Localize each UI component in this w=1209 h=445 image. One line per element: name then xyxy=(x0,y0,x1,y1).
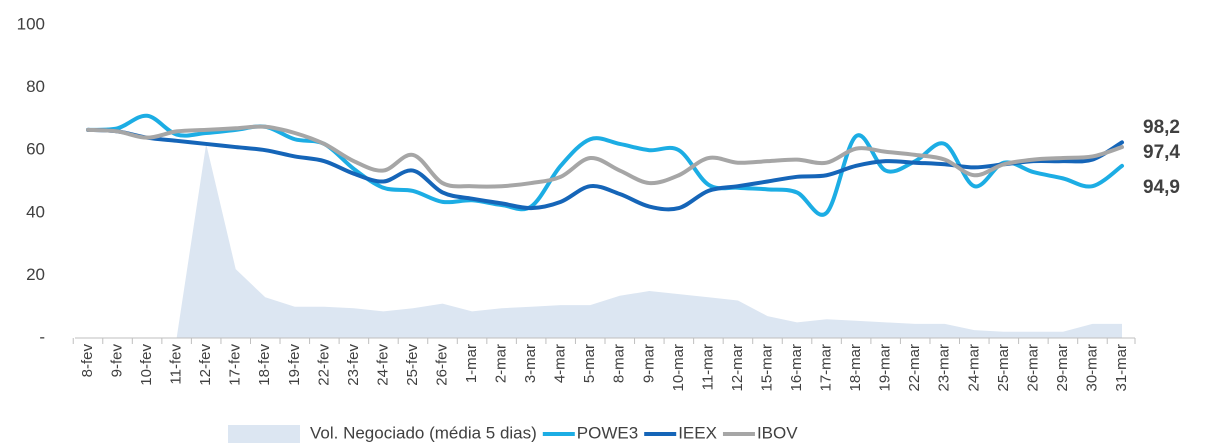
x-tick-label: 17-mar xyxy=(818,344,835,392)
legend-label: Vol. Negociado (média 5 dias) xyxy=(310,423,537,442)
x-tick-label: 26-mar xyxy=(1024,344,1041,392)
x-tick-label: 8-mar xyxy=(611,344,628,383)
x-tick-label: 11-mar xyxy=(699,344,716,390)
x-tick-label: 5-mar xyxy=(581,344,598,383)
y-tick-label: 60 xyxy=(26,140,45,159)
x-tick-label: 4-mar xyxy=(552,344,569,383)
y-tick-label: 20 xyxy=(26,265,45,284)
x-tick-label: 8-fev xyxy=(79,344,96,378)
end-label: 94,9 xyxy=(1143,177,1180,198)
x-tick-label: 18-mar xyxy=(847,344,864,392)
area xyxy=(88,143,1122,338)
line xyxy=(86,127,1124,212)
x-tick-label: 16-mar xyxy=(788,344,805,392)
x-tick-label: 9-mar xyxy=(640,344,657,383)
legend-swatch xyxy=(228,425,300,443)
x-tick-label: 11-fev xyxy=(168,344,185,385)
legend-label: IBOV xyxy=(757,423,798,442)
x-tick-label: 18-fev xyxy=(256,344,273,386)
y-tick-label: 80 xyxy=(26,77,45,96)
x-tick-label: 17-fev xyxy=(227,344,244,386)
x-tick-label: 31-mar xyxy=(1113,344,1130,392)
x-tick-label: 29-mar xyxy=(1054,344,1071,392)
legend-label: POWE3 xyxy=(577,423,638,442)
x-tick-label: 25-fev xyxy=(404,344,421,386)
y-tick-label: 100 xyxy=(17,14,45,33)
legend-label: IEEX xyxy=(678,423,717,442)
y-tick-label: - xyxy=(39,327,45,346)
x-tick-label: 24-fev xyxy=(374,344,391,386)
end-label: 98,2 xyxy=(1143,117,1180,138)
line xyxy=(86,124,1124,189)
x-tick-label: 22-fev xyxy=(315,344,332,386)
x-tick-label: 22-mar xyxy=(906,344,923,392)
x-tick-label: 9-fev xyxy=(109,344,126,378)
end-label: 97,4 xyxy=(1143,142,1180,163)
x-tick-label: 30-mar xyxy=(1083,344,1100,392)
x-tick-label: 1-mar xyxy=(463,344,480,383)
x-tick-label: 15-mar xyxy=(758,344,775,392)
x-tick-label: 24-mar xyxy=(965,344,982,392)
x-tick-label: 23-fev xyxy=(345,344,362,386)
x-tick-label: 19-fev xyxy=(286,344,303,386)
x-tick-label: 12-mar xyxy=(729,344,746,392)
x-tick-label: 19-mar xyxy=(877,344,894,392)
y-tick-label: 40 xyxy=(26,202,45,221)
x-tick-label: 26-fev xyxy=(433,344,450,386)
x-tick-label: 2-mar xyxy=(493,344,510,383)
x-tick-label: 10-fev xyxy=(138,344,155,386)
x-tick-label: 10-mar xyxy=(670,344,687,392)
x-tick-label: 23-mar xyxy=(936,344,953,392)
x-tick-label: 25-mar xyxy=(995,344,1012,392)
x-tick-label: 12-fev xyxy=(197,344,214,386)
x-tick-label: 3-mar xyxy=(522,344,539,383)
